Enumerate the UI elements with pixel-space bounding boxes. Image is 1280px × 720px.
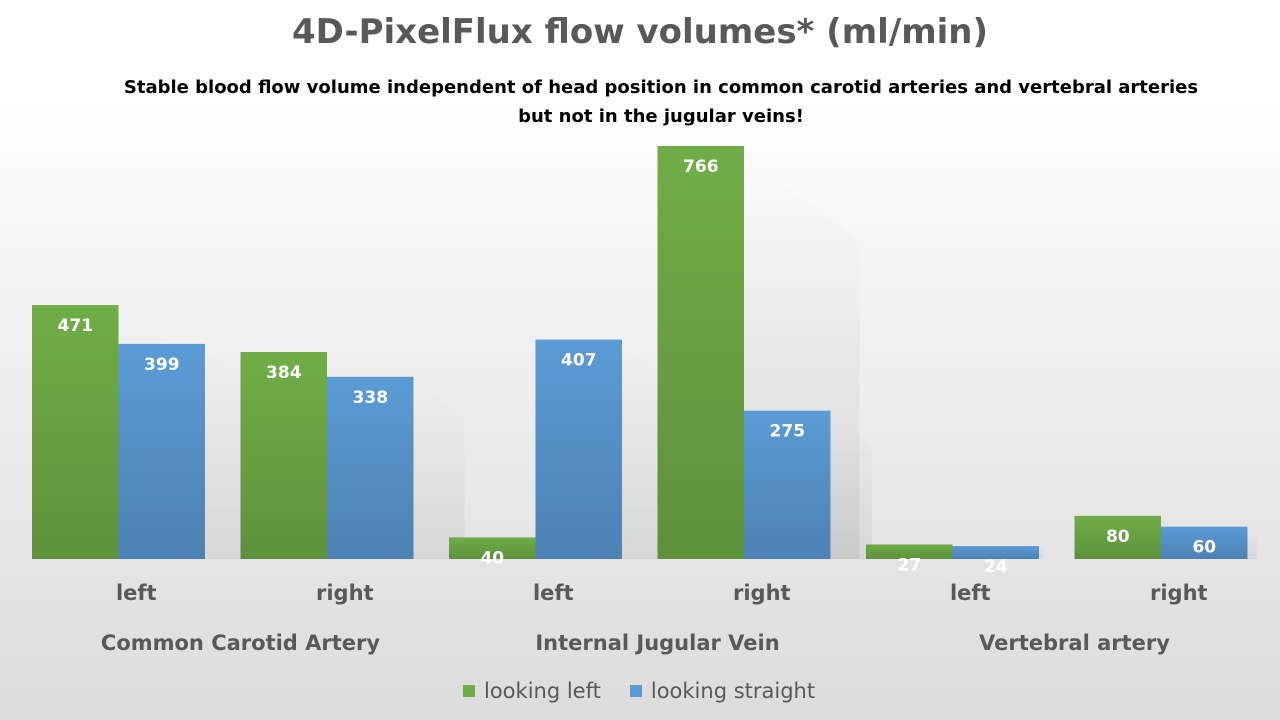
legend-swatch-looking-straight — [629, 685, 642, 697]
bar-internal-jugular-vein-right-looking-left — [657, 146, 744, 559]
bar-vertebral-artery-left-looking-straight — [952, 546, 1039, 559]
x-tick-label: right — [316, 581, 374, 605]
bar-shadow — [1039, 546, 1043, 559]
bar-shadow — [1247, 527, 1257, 559]
data-label: 80 — [1106, 527, 1130, 547]
chart-subtitle-line-2: but not in the jugular veins! — [518, 106, 804, 127]
legend-label-looking-straight: looking straight — [650, 679, 816, 703]
legend-label-looking-left: looking left — [484, 679, 601, 703]
data-label: 384 — [266, 363, 302, 383]
data-label: 471 — [58, 316, 94, 336]
bar-internal-jugular-vein-left-looking-straight — [535, 339, 622, 559]
data-labels-layer: 471 399 384 338 40 407 766 275 27 24 80 60 — [58, 157, 1217, 577]
chart-subtitle-line-1: Stable blood flow volume independent of … — [123, 77, 1199, 98]
bars-layer — [32, 146, 1248, 559]
bar-common-carotid-artery-left-looking-straight — [118, 343, 205, 559]
data-label: 60 — [1192, 538, 1216, 558]
x-group-label-common-carotid-artery: Common Carotid Artery — [101, 631, 380, 655]
bar-shadow — [830, 413, 873, 559]
data-label: 24 — [984, 557, 1008, 577]
legend-item-looking-straight: looking straight — [629, 679, 816, 703]
data-label: 338 — [353, 388, 389, 408]
x-tick-label: left — [533, 581, 574, 605]
data-label: 27 — [897, 555, 921, 575]
data-label: 399 — [144, 355, 180, 375]
bar-vertebral-artery-left-looking-left — [866, 544, 953, 559]
legend-swatch-looking-left — [463, 685, 475, 697]
x-tick-label: right — [1150, 581, 1208, 605]
x-tick-label: left — [950, 581, 991, 605]
legend: looking left looking straight — [463, 677, 815, 705]
x-tick-label: right — [733, 581, 791, 605]
bar-shadow — [413, 380, 465, 559]
data-label: 40 — [480, 548, 504, 568]
x-axis: left right left right left right Common Caroti… — [101, 581, 1208, 655]
legend-item-looking-left: looking left — [463, 679, 601, 703]
bar-internal-jugular-vein-left-looking-left — [449, 537, 536, 559]
data-label: 766 — [683, 157, 719, 177]
chart-title: 4D-PixelFlux flow volumes* (ml/min) — [291, 12, 989, 52]
bar-common-carotid-artery-right-looking-straight — [327, 376, 414, 559]
data-label: 407 — [561, 351, 597, 371]
bar-common-carotid-artery-right-looking-left — [240, 352, 327, 559]
x-group-label-vertebral-artery: Vertebral artery — [979, 631, 1170, 655]
bar-vertebral-artery-right-looking-left — [1074, 515, 1161, 559]
x-group-label-internal-jugular-vein: Internal Jugular Vein — [535, 631, 779, 655]
bar-common-carotid-artery-left-looking-left — [32, 305, 119, 559]
bar-internal-jugular-vein-right-looking-straight — [744, 410, 831, 559]
bar-vertebral-artery-right-looking-straight — [1161, 526, 1248, 559]
x-tick-label: left — [116, 581, 157, 605]
data-label: 275 — [770, 422, 806, 442]
